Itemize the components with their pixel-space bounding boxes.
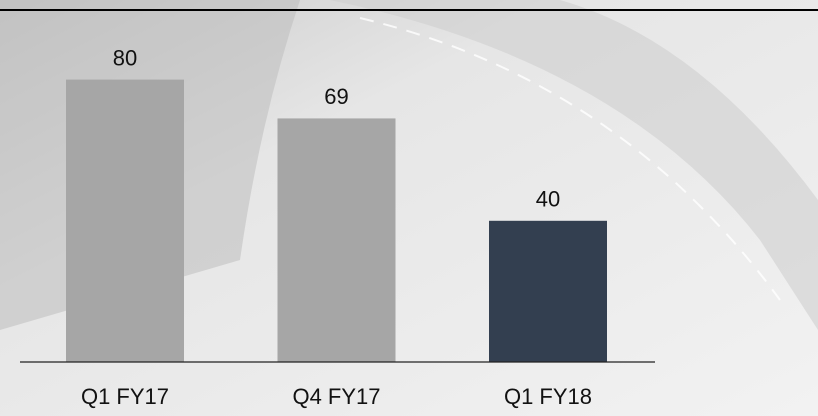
x-tick-label: Q4 FY17 [292, 384, 380, 409]
plot: 80 Q1 FY17 69 Q4 FY17 40 Q1 FY18 [66, 45, 607, 409]
value-label: 69 [324, 84, 348, 109]
bar [277, 118, 396, 363]
value-label: 40 [536, 187, 560, 212]
x-tick-label: Q1 FY18 [504, 384, 592, 409]
background-band [330, 0, 818, 330]
x-tick-label: Q1 FY17 [81, 384, 169, 409]
value-label: 80 [113, 45, 137, 70]
bar [489, 220, 607, 362]
bar [66, 79, 184, 362]
background-stitch [359, 17, 781, 301]
